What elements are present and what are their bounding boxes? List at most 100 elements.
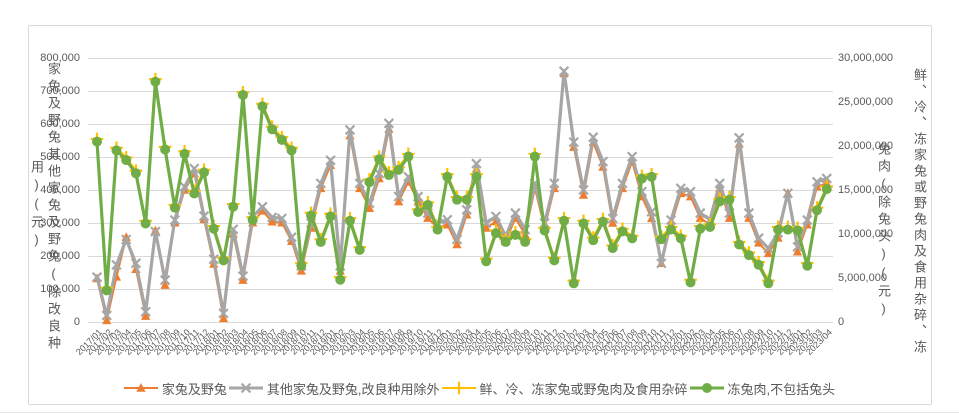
circle-marker (296, 260, 307, 271)
circle-marker (812, 205, 823, 216)
legend-item-1[interactable]: 家兔及野兔 (123, 379, 227, 398)
legend-item-2[interactable]: 其他家兔及野兔,改良种用除外 (228, 379, 440, 398)
circle-marker (510, 229, 521, 240)
circle-marker (607, 243, 618, 254)
x-marker (588, 132, 599, 143)
x-marker (510, 207, 521, 219)
triangle-marker (763, 248, 773, 258)
circle-marker (714, 196, 725, 207)
x-marker (646, 206, 657, 217)
circle-marker (471, 171, 482, 182)
triangle-marker (102, 315, 112, 325)
circle-marker (237, 89, 248, 100)
x-marker (568, 136, 579, 148)
circle-marker (306, 210, 317, 221)
x-marker (189, 163, 200, 174)
gridline (88, 91, 833, 92)
triangle-marker (578, 189, 589, 199)
circle-marker (539, 225, 550, 236)
circle-marker (354, 244, 365, 255)
x-marker (821, 173, 832, 184)
x-marker (597, 156, 609, 167)
x-marker (179, 181, 190, 192)
x-marker (442, 214, 453, 225)
x-marker (101, 310, 112, 321)
triangle-marker (695, 213, 705, 222)
circle-marker (101, 285, 112, 296)
circle-marker (315, 236, 326, 247)
x-marker (802, 214, 813, 226)
circle-marker (325, 211, 336, 222)
x-marker (734, 132, 745, 144)
triangle-marker (452, 239, 462, 249)
circle-marker (383, 170, 394, 181)
legend-label: 鲜、冷、冻家兔或野兔肉及食用杂碎 (479, 381, 688, 397)
circle-marker (228, 201, 239, 212)
series-鲜、冷、冻家兔或野兔肉及食用杂碎[interactable] (90, 72, 834, 294)
circle-marker (704, 221, 715, 232)
x-marker (714, 178, 725, 189)
legend-plus-icon (441, 381, 476, 395)
circle-marker (286, 145, 297, 156)
right-axis-tick-label: 30,000,000 (838, 52, 894, 64)
x-marker (461, 204, 472, 215)
triangle-marker (724, 213, 735, 222)
x-marker (159, 274, 171, 286)
legend-label: 其他家兔及野兔,改良种用除外 (266, 381, 440, 397)
circle-marker (403, 151, 414, 162)
legend-item-3[interactable]: 鲜、冷、冻家兔或野兔肉及食用杂碎 (441, 379, 688, 398)
circle-marker (675, 233, 686, 244)
triangle-marker (792, 246, 803, 256)
circle-marker (189, 188, 200, 199)
triangle-marker (754, 237, 764, 247)
left-axis-title-col1: 家兔及野兔其他家兔及野兔(除改良种 (46, 62, 61, 353)
circle-marker (92, 136, 102, 147)
triangle-marker (423, 213, 433, 222)
triangle-marker (267, 216, 277, 226)
circle-marker (549, 255, 560, 266)
legend-item-4[interactable]: 冻兔肉,不包括兔头 (689, 379, 836, 398)
x-marker (656, 258, 667, 269)
x-marker (490, 211, 502, 222)
legend-label: 冻兔肉,不包括兔头 (727, 381, 836, 397)
circle-marker (646, 171, 657, 182)
circle-marker (432, 224, 443, 235)
x-marker (383, 118, 395, 129)
x-marker (393, 191, 404, 202)
x-marker (743, 207, 755, 219)
series-冻兔肉,不包括兔头[interactable] (92, 76, 832, 296)
x-marker (257, 201, 268, 213)
circle-marker (169, 202, 180, 213)
legend-x-icon (228, 382, 263, 394)
bottom-rule (0, 412, 959, 413)
right-axis-tick-label: 5,000,000 (838, 272, 887, 284)
x-marker (150, 226, 161, 237)
triangle-marker (121, 232, 131, 241)
circle-marker (413, 207, 424, 217)
x-marker (140, 306, 151, 317)
circle-marker (627, 233, 638, 244)
circle-marker (276, 134, 287, 145)
circle-marker (656, 234, 667, 245)
x-marker (354, 178, 365, 189)
circle-marker (218, 255, 229, 266)
circle-marker (821, 184, 832, 195)
x-marker (665, 214, 677, 226)
right-axis-tick-label: 0 (838, 316, 845, 328)
x-marker (198, 210, 210, 222)
gridline (88, 58, 833, 59)
circle-marker (481, 256, 492, 267)
circle-marker (695, 223, 706, 234)
x-marker (344, 124, 356, 136)
gridline (88, 289, 833, 290)
circle-marker (617, 226, 628, 237)
gridline (88, 124, 833, 125)
triangle-marker (257, 205, 268, 215)
x-marker (811, 176, 823, 187)
x-marker (286, 232, 297, 243)
left-axis-tick-label: 400,000 (40, 184, 80, 196)
x-marker (91, 271, 103, 283)
circle-marker (140, 218, 151, 229)
circle-marker (792, 225, 803, 236)
